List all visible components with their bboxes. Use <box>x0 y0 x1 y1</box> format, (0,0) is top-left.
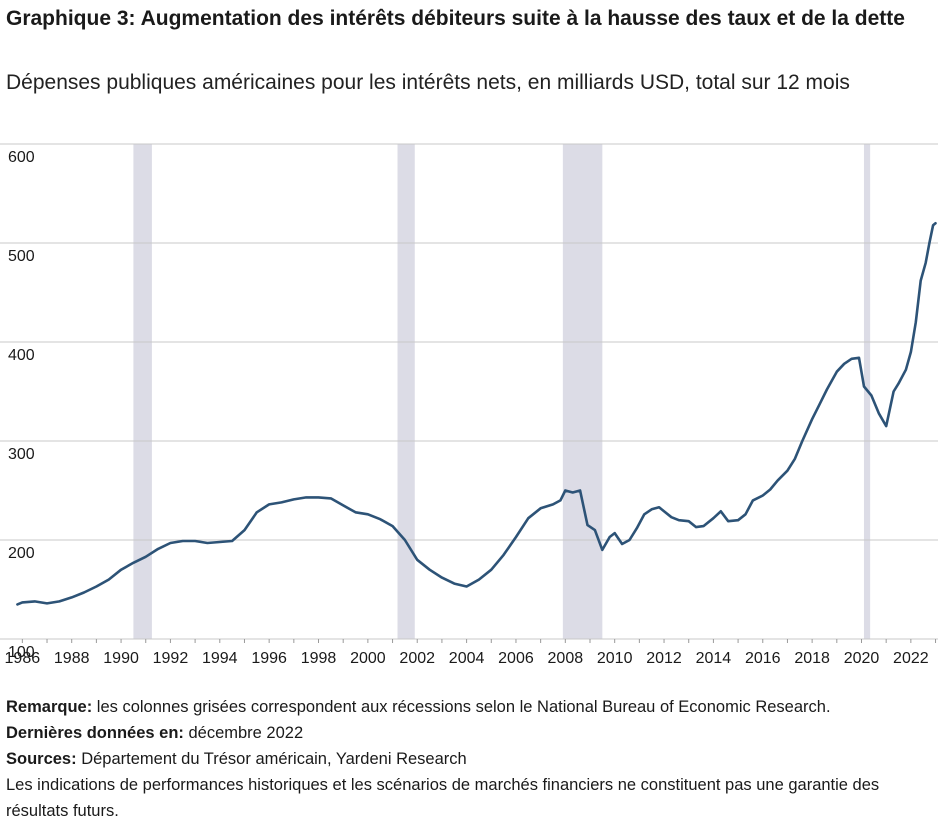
remark-label: Remarque: <box>6 698 93 716</box>
x-tick-label: 2004 <box>449 650 485 667</box>
latest-data-note: Dernières données en: décembre 2022 <box>6 720 936 746</box>
recession-bands <box>133 144 871 639</box>
x-tick-label: 1986 <box>5 650 41 667</box>
recession-band <box>397 144 415 639</box>
x-tick-label: 2012 <box>646 650 682 667</box>
y-tick-label: 500 <box>8 248 35 265</box>
x-axis-ticks: 1986 1988 1990 1992 1994 1996 1998 2000 2002 2004… <box>5 639 937 667</box>
series-line <box>16 221 937 606</box>
x-tick-label: 2006 <box>498 650 534 667</box>
chart-title: Graphique 3: Augmentation des intérêts d… <box>6 7 905 30</box>
y-tick-label: 200 <box>8 545 35 562</box>
sources-note: Sources: Département du Trésor américain… <box>6 746 936 772</box>
y-tick-label: 300 <box>8 446 35 463</box>
sources-label: Sources: <box>6 750 77 768</box>
x-tick-label: 2008 <box>548 650 584 667</box>
x-tick-label: 2002 <box>399 650 435 667</box>
recession-band <box>562 144 603 639</box>
x-tick-label: 1994 <box>202 650 238 667</box>
x-tick-label: 1988 <box>54 650 90 667</box>
x-tick-label: 1990 <box>103 650 139 667</box>
series-layer <box>16 221 937 606</box>
x-tick-label: 2022 <box>893 650 929 667</box>
x-tick-label: 1998 <box>301 650 337 667</box>
y-tick-label: 600 <box>8 149 35 166</box>
x-tick-label: 2016 <box>745 650 781 667</box>
y-tick-label: 400 <box>8 347 35 364</box>
x-tick-label: 1992 <box>153 650 189 667</box>
x-tick-label: 2020 <box>844 650 880 667</box>
remark-note: Remarque: les colonnes grisées correspon… <box>6 694 936 720</box>
y-axis-ticks: 100 200 300 400 500 600 <box>8 149 35 661</box>
disclaimer-note: Les indications de performances historiq… <box>6 776 880 820</box>
recession-band <box>133 144 152 639</box>
chart-subtitle: Dépenses publiques américaines pour les … <box>6 71 850 94</box>
x-tick-label: 1996 <box>251 650 287 667</box>
chart-notes: Remarque: les colonnes grisées correspon… <box>6 694 936 824</box>
latest-text: décembre 2022 <box>183 724 304 742</box>
y-gridlines <box>0 143 938 640</box>
x-tick-label: 2000 <box>350 650 386 667</box>
latest-label: Dernières données en: <box>6 724 184 742</box>
x-tick-label: 2010 <box>597 650 633 667</box>
x-tick-label: 2018 <box>794 650 830 667</box>
sources-text: Département du Trésor américain, Yardeni… <box>76 750 467 768</box>
remark-text: les colonnes grisées correspondent aux r… <box>92 698 831 716</box>
x-tick-label: 2014 <box>696 650 732 667</box>
y-tick-label: 100 <box>8 644 35 661</box>
